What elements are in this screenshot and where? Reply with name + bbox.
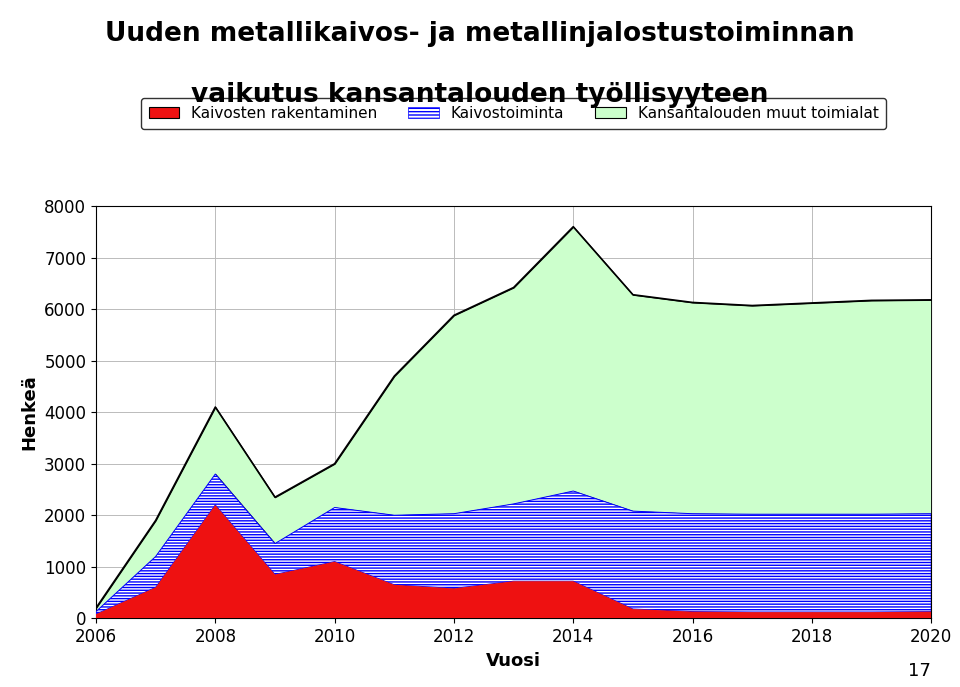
X-axis label: Vuosi: Vuosi [486,651,541,670]
Text: vaikutus kansantalouden työllisyyteen: vaikutus kansantalouden työllisyyteen [191,82,769,109]
Legend: Kaivosten rakentaminen, Kaivostoiminta, Kansantalouden muut toimialat: Kaivosten rakentaminen, Kaivostoiminta, … [141,98,886,128]
Y-axis label: Henkeä: Henkeä [20,374,38,450]
Text: Uuden metallikaivos- ja metallinjalostustoiminnan: Uuden metallikaivos- ja metallinjalostus… [106,21,854,47]
Text: 17: 17 [908,662,931,680]
